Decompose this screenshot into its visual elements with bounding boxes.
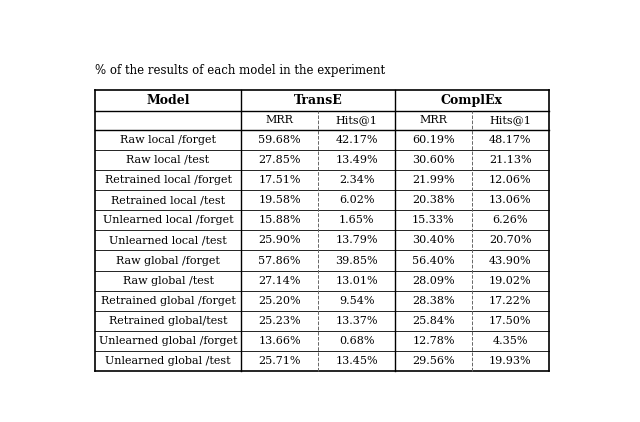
Text: 25.20%: 25.20% (259, 296, 301, 306)
Text: Raw local /forget: Raw local /forget (120, 135, 216, 145)
Text: 60.19%: 60.19% (412, 135, 454, 145)
Text: 4.35%: 4.35% (493, 336, 528, 346)
Text: 30.40%: 30.40% (412, 235, 454, 246)
Text: 39.85%: 39.85% (335, 256, 378, 265)
Text: 27.14%: 27.14% (259, 276, 301, 286)
Text: 17.50%: 17.50% (489, 316, 532, 326)
Text: MRR: MRR (266, 115, 294, 125)
Text: Unlearned local /forget: Unlearned local /forget (103, 215, 234, 225)
Text: 25.71%: 25.71% (259, 356, 301, 366)
Text: Raw local /test: Raw local /test (127, 155, 210, 165)
Text: 9.54%: 9.54% (339, 296, 374, 306)
Text: 28.09%: 28.09% (412, 276, 454, 286)
Text: 13.01%: 13.01% (335, 276, 378, 286)
Text: 15.33%: 15.33% (412, 215, 454, 225)
Text: 13.45%: 13.45% (335, 356, 378, 366)
Text: 17.22%: 17.22% (489, 296, 532, 306)
Text: Model: Model (147, 94, 190, 107)
Text: 19.58%: 19.58% (259, 195, 301, 205)
Text: 12.78%: 12.78% (412, 336, 454, 346)
Text: 19.93%: 19.93% (489, 356, 532, 366)
Text: 17.51%: 17.51% (259, 175, 301, 185)
Text: 13.79%: 13.79% (335, 235, 378, 246)
Text: ComplEx: ComplEx (441, 94, 503, 107)
Text: Retrained global/test: Retrained global/test (109, 316, 227, 326)
Text: 57.86%: 57.86% (259, 256, 301, 265)
Text: 2.34%: 2.34% (339, 175, 374, 185)
Text: 13.37%: 13.37% (335, 316, 378, 326)
Text: 13.66%: 13.66% (259, 336, 301, 346)
Text: Retrained global /forget: Retrained global /forget (100, 296, 236, 306)
Text: 27.85%: 27.85% (259, 155, 301, 165)
Text: Raw global /test: Raw global /test (122, 276, 214, 286)
Text: 30.60%: 30.60% (412, 155, 454, 165)
Text: Retrained local /test: Retrained local /test (111, 195, 225, 205)
Text: 29.56%: 29.56% (412, 356, 454, 366)
Text: 0.68%: 0.68% (339, 336, 374, 346)
Text: 28.38%: 28.38% (412, 296, 454, 306)
Text: 19.02%: 19.02% (489, 276, 532, 286)
Text: 6.02%: 6.02% (339, 195, 374, 205)
Text: 56.40%: 56.40% (412, 256, 454, 265)
Text: Hits@1: Hits@1 (335, 115, 378, 125)
Text: Hits@1: Hits@1 (490, 115, 531, 125)
Text: TransE: TransE (294, 94, 342, 107)
Text: % of the results of each model in the experiment: % of the results of each model in the ex… (95, 64, 385, 77)
Text: 21.99%: 21.99% (412, 175, 454, 185)
Text: 12.06%: 12.06% (489, 175, 532, 185)
Text: Unlearned local /test: Unlearned local /test (109, 235, 227, 246)
Text: Retrained local /forget: Retrained local /forget (104, 175, 232, 185)
Text: 59.68%: 59.68% (259, 135, 301, 145)
Text: 1.65%: 1.65% (339, 215, 374, 225)
Text: 43.90%: 43.90% (489, 256, 532, 265)
Text: 15.88%: 15.88% (259, 215, 301, 225)
Text: 13.06%: 13.06% (489, 195, 532, 205)
Text: 25.23%: 25.23% (259, 316, 301, 326)
Text: 6.26%: 6.26% (493, 215, 528, 225)
Text: 21.13%: 21.13% (489, 155, 532, 165)
Text: 25.90%: 25.90% (259, 235, 301, 246)
Text: 20.70%: 20.70% (489, 235, 532, 246)
Text: 25.84%: 25.84% (412, 316, 454, 326)
Text: Unlearned global /test: Unlearned global /test (105, 356, 231, 366)
Text: Raw global /forget: Raw global /forget (116, 256, 220, 265)
Text: 13.49%: 13.49% (335, 155, 378, 165)
Text: 20.38%: 20.38% (412, 195, 454, 205)
Text: 48.17%: 48.17% (489, 135, 532, 145)
Text: Unlearned global /forget: Unlearned global /forget (99, 336, 237, 346)
Text: 42.17%: 42.17% (335, 135, 378, 145)
Text: MRR: MRR (419, 115, 447, 125)
